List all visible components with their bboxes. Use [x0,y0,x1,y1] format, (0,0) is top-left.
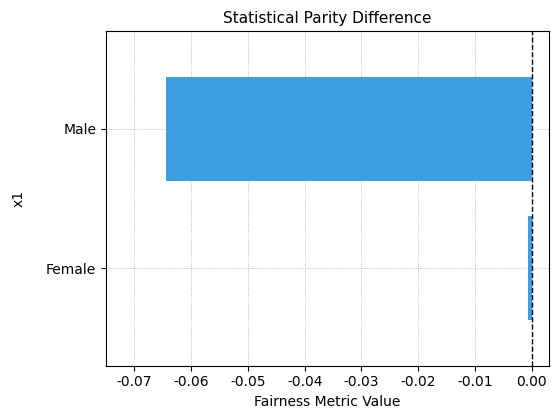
Y-axis label: x1: x1 [11,190,25,207]
Title: Statistical Parity Difference: Statistical Parity Difference [223,11,432,26]
Bar [528,216,532,320]
Bar [166,77,532,181]
X-axis label: Fairness Metric Value: Fairness Metric Value [254,395,400,409]
